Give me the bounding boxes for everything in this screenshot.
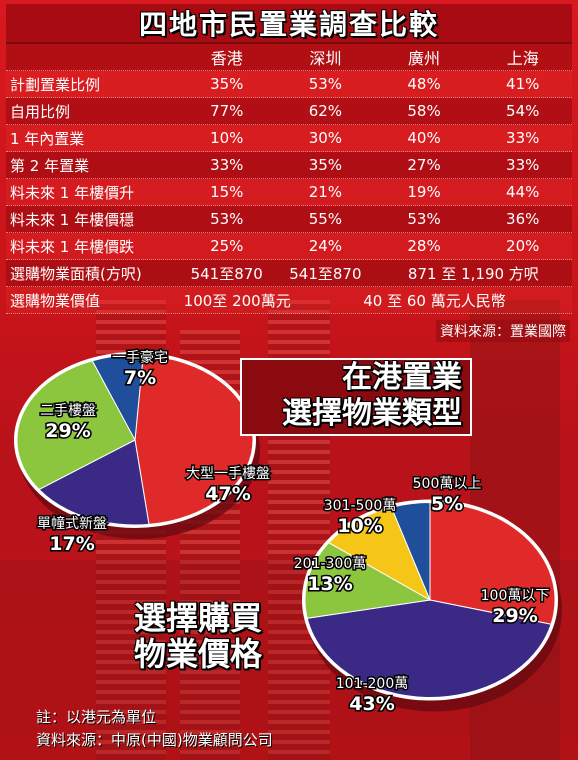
pie2-percent-label: 29%: [492, 605, 537, 627]
table-cell: 21%: [308, 183, 343, 201]
table-cell: 15%: [210, 183, 244, 201]
column-header-shanghai: 上海: [506, 49, 539, 68]
pie1-percent-label: 47%: [205, 483, 250, 505]
pie1-slice: [16, 360, 136, 491]
footnote-source: 資料來源：中原(中國)物業顧問公司: [36, 731, 273, 749]
row-label: 計劃置業比例: [10, 75, 101, 94]
table-cell: 53%: [407, 210, 441, 228]
table-cell: 20%: [506, 237, 540, 255]
table-row: 料未來 1 年樓價穩 53% 55% 53% 36%: [6, 206, 572, 233]
pie1-percent-label: 17%: [49, 533, 94, 555]
table-row: 料未來 1 年樓價跌 25% 24% 28% 20%: [6, 233, 572, 260]
row-label: 料未來 1 年樓價升: [10, 183, 135, 202]
row-label: 自用比例: [10, 102, 71, 121]
table-row: 第 2 年置業 33% 35% 27% 33%: [6, 152, 572, 179]
pie2-title-line: 選擇購買: [134, 599, 263, 637]
footnote-unit: 註：以港元為單位: [36, 708, 157, 726]
pie2-percent-label: 10%: [337, 515, 382, 537]
table-source: 資料來源：置業國際: [436, 320, 570, 342]
table-cell: 77%: [210, 102, 244, 120]
pie2-slice: [306, 599, 552, 698]
table-row: 選購物業面積(方呎) 541至870 541至870 871 至 1,190 方…: [6, 260, 572, 287]
page-title: 四地市民置業調查比較: [138, 8, 439, 41]
table-header-row: 香港 深圳 廣州 上海: [6, 44, 572, 71]
table-cell: 41%: [506, 75, 540, 93]
pie2-slice: [304, 542, 432, 619]
table-row: 選購物業價值 100至 200萬元 40 至 60 萬元人民幣: [6, 287, 572, 314]
pie1-category-label: 大型一手樓盤: [186, 466, 270, 482]
table-cell: 54%: [506, 102, 540, 120]
pie2-category-label: 500萬以上: [413, 476, 482, 492]
table-cell: 541至870: [289, 264, 362, 283]
row-label: 1 年內置業: [10, 129, 85, 148]
column-header-shenzhen: 深圳: [309, 49, 342, 68]
row-label: 選購物業面積(方呎): [10, 264, 142, 283]
table-cell: 36%: [506, 210, 540, 228]
table-cell: 30%: [308, 129, 343, 147]
pie1-category-label: 一手豪宅: [112, 350, 168, 366]
table-cell: 40 至 60 萬元人民幣: [363, 291, 506, 310]
title-bar: 四地市民置業調查比較: [6, 4, 572, 44]
pie2-category-label: 100萬以下: [481, 588, 550, 604]
pie2-slice: [328, 506, 432, 602]
table-cell: 62%: [308, 102, 343, 120]
table-cell: 19%: [407, 183, 441, 201]
pie2-percent-label: 43%: [349, 693, 394, 715]
pie2-percent-label: 13%: [307, 573, 352, 595]
pie1-percent-label: 29%: [45, 420, 90, 442]
pie1-slice: [91, 354, 144, 442]
pie1-title-line: 在港置業: [342, 360, 462, 395]
table-cell: 53%: [308, 75, 343, 93]
table-row: 1 年內置業 10% 30% 40% 33%: [6, 125, 572, 152]
pie2-slice: [429, 501, 556, 625]
table-row: 計劃置業比例 35% 53% 48% 41%: [6, 71, 572, 98]
pie1-category-label: 單幢式新盤: [37, 515, 107, 532]
table-cell: 27%: [407, 156, 441, 174]
table-cell: 541至870: [190, 264, 263, 283]
table-cell: 58%: [407, 102, 441, 120]
table-cell: 33%: [210, 156, 244, 174]
row-label: 第 2 年置業: [10, 156, 90, 175]
table-cell: 871 至 1,190 方呎: [407, 264, 539, 283]
table-cell: 33%: [506, 156, 540, 174]
row-label: 選購物業價值: [10, 291, 101, 310]
table-cell: 33%: [506, 129, 540, 147]
column-header-guangzhou: 廣州: [408, 49, 441, 68]
comparison-table: 香港 深圳 廣州 上海 計劃置業比例 35% 53% 48% 41% 自用比例 …: [6, 44, 572, 314]
pie1-category-label: 二手樓盤: [40, 403, 96, 419]
pie2-title-line: 物業價格: [134, 635, 263, 673]
table-cell: 10%: [210, 129, 244, 147]
row-label: 料未來 1 年樓價穩: [10, 210, 135, 229]
table-cell: 28%: [407, 237, 441, 255]
table-row: 料未來 1 年樓價升 15% 21% 19% 44%: [6, 179, 572, 206]
table-cell: 48%: [407, 75, 441, 93]
pie2-category-label: 301-500萬: [324, 498, 397, 514]
table-cell: 24%: [308, 237, 343, 255]
pie1-title-line: 選擇物業類型: [282, 396, 462, 431]
footnote: 註：以港元為單位 資料來源：中原(中國)物業顧問公司: [36, 706, 273, 752]
table-cell: 40%: [407, 129, 441, 147]
pie1-slice: [38, 439, 150, 526]
pie2-category-label: 101-200萬: [336, 676, 409, 692]
table-cell: 100至 200萬元: [183, 291, 291, 310]
pie1-slice: [134, 354, 254, 525]
table-cell: 35%: [308, 156, 343, 174]
pie2-percent-label: 5%: [431, 493, 463, 515]
table-row: 自用比例 77% 62% 58% 54%: [6, 98, 572, 125]
pie1-title: 在港置業 選擇物業類型: [240, 358, 472, 436]
table-cell: 44%: [506, 183, 540, 201]
pie2-title: 選擇購買 物業價格: [134, 599, 294, 673]
table-cell: 53%: [210, 210, 244, 228]
table-cell: 55%: [308, 210, 343, 228]
pie2-slice: [390, 501, 431, 601]
pie2-category-label: 201-300萬: [294, 556, 367, 572]
pie1-percent-label: 7%: [124, 367, 156, 389]
row-label: 料未來 1 年樓價跌: [10, 237, 135, 256]
column-header-hongkong: 香港: [210, 49, 243, 68]
table-cell: 35%: [210, 75, 244, 93]
table-cell: 25%: [210, 237, 244, 255]
